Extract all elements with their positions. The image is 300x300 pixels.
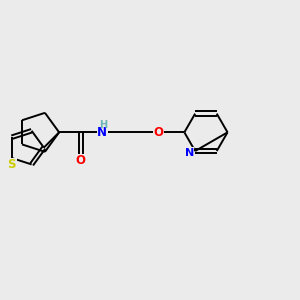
Text: S: S	[8, 158, 16, 171]
Text: N: N	[97, 126, 107, 139]
Text: N: N	[184, 148, 194, 158]
Text: O: O	[154, 126, 164, 139]
Text: O: O	[76, 154, 86, 167]
Text: H: H	[99, 121, 107, 130]
